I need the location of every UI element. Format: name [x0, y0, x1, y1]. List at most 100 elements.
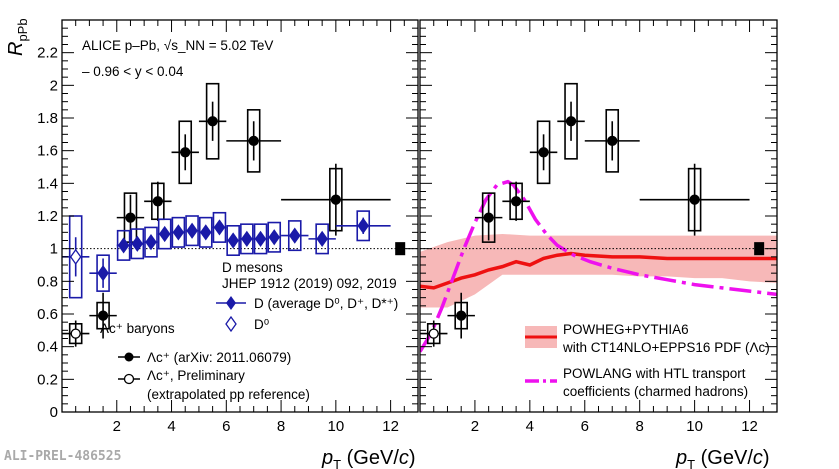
normalization-box-right — [754, 242, 765, 256]
marker — [428, 328, 439, 339]
point-left-s0-6 — [281, 163, 391, 236]
point-left-s2-13 — [281, 220, 309, 252]
x-tick-label-right-3: 8 — [636, 418, 644, 435]
marker — [268, 229, 281, 246]
legend-lc-prelim-label: Λc⁺, Preliminary — [147, 368, 245, 383]
point-left-s2-7 — [198, 216, 213, 248]
marker — [248, 135, 259, 147]
marker — [510, 196, 522, 207]
y-tick-label-7: 1.4 — [37, 175, 58, 192]
marker — [316, 230, 328, 247]
point-left-s2-10 — [240, 223, 254, 255]
point-left-s0-4 — [198, 82, 227, 160]
y-tick-label-8: 1.6 — [37, 143, 58, 160]
marker — [357, 217, 370, 234]
x-tick-label-left-1: 4 — [167, 418, 175, 435]
x-tick-label-right-1: 4 — [526, 418, 534, 435]
marker — [227, 232, 239, 249]
point-left-s2-2 — [130, 228, 145, 260]
legend-lc-prelim-marker — [118, 373, 140, 385]
point-left-s2-14 — [308, 223, 336, 255]
y-axis-label: RpPb — [5, 18, 30, 56]
x-tick-label-left-4: 10 — [328, 418, 345, 435]
x-tick-label-left-3: 8 — [277, 418, 285, 435]
x-tick-label-left-5: 12 — [382, 418, 399, 435]
marker — [145, 234, 157, 251]
marker — [125, 212, 136, 223]
point-right-s0-0 — [447, 292, 475, 339]
legend-d0-label: D⁰ — [254, 317, 270, 332]
marker — [152, 196, 163, 207]
powlang-line — [420, 179, 777, 353]
marker — [131, 235, 144, 252]
point-right-s0-4 — [557, 82, 585, 160]
point-left-s2-9 — [226, 225, 240, 257]
point-left-s2-5 — [171, 216, 186, 248]
x-tick-label-right-5: 12 — [741, 418, 758, 435]
marker — [180, 147, 191, 158]
legend-powheg-sub: with CT14NLO+EPPS16 PDF (Λc) — [562, 340, 770, 355]
point-left-s2-8 — [212, 211, 227, 243]
legend-powheg-label: POWHEG+PYTHIA6 — [563, 322, 689, 337]
marker — [288, 227, 301, 244]
x-tick-label-right-4: 10 — [686, 418, 703, 435]
point-left-s0-0 — [89, 292, 117, 339]
point-left-s0-5 — [226, 109, 282, 173]
marker — [538, 147, 549, 158]
x-axis-label-left: pT (GeV/c) — [321, 447, 416, 469]
x-axis-label-right: pT (GeV/c) — [675, 447, 770, 469]
marker — [483, 212, 494, 223]
marker — [456, 310, 467, 321]
marker — [607, 135, 618, 147]
y-tick-label-4: 0.8 — [37, 273, 58, 290]
legend-powlang-label: POWLANG with HTL transport — [563, 366, 746, 381]
legend-lc-label: Λc⁺ (arXiv: 2011.06079) — [147, 350, 291, 365]
legend-lc-prelim-sub: (extrapolated pp reference) — [147, 387, 310, 402]
y-tick-label-3: 0.6 — [37, 306, 58, 323]
marker — [186, 222, 198, 239]
marker — [158, 225, 171, 243]
point-left-s2-0 — [89, 254, 117, 292]
x-tick-label-right-2: 6 — [581, 418, 589, 435]
y-tick-label-10: 2 — [50, 77, 58, 94]
y-tick-label-9: 1.8 — [37, 110, 58, 127]
normalization-box-left — [395, 242, 406, 256]
marker — [97, 265, 109, 282]
legend-lc-marker — [118, 352, 140, 362]
x-tick-label-left-2: 6 — [222, 418, 230, 435]
point-right-s0-3 — [529, 120, 558, 185]
point-right-s1-0 — [420, 320, 448, 347]
y-tick-label-0: 0 — [50, 404, 58, 421]
point-left-s0-3 — [171, 120, 199, 185]
marker — [254, 230, 267, 247]
marker — [172, 224, 185, 241]
marker — [199, 224, 212, 241]
legend-davg-marker — [216, 296, 246, 310]
y-tick-label-2: 0.4 — [37, 339, 58, 356]
marker — [117, 237, 130, 254]
point-left-s1-0 — [62, 320, 90, 347]
rapidity-label: – 0.96 < y < 0.04 — [82, 64, 184, 79]
legend-d0-marker — [225, 315, 237, 333]
marker — [689, 194, 700, 205]
preliminary-tag: ALI-PREL-486525 — [4, 449, 122, 464]
point-left-s2-1 — [116, 229, 131, 261]
marker — [207, 116, 218, 127]
dmeson-title: D mesons — [222, 260, 283, 275]
point-left-s2-6 — [185, 215, 199, 247]
y-tick-label-5: 1 — [50, 241, 58, 258]
point-right-s0-1 — [474, 192, 503, 243]
point-left-s2-11 — [253, 223, 268, 255]
marker — [241, 230, 253, 247]
point-left-s2-3 — [144, 226, 158, 258]
y-tick-label-1: 0.2 — [37, 371, 58, 388]
point-left-s2-15 — [335, 210, 391, 242]
system-label: ALICE p–Pb, √s_NN = 5.02 TeV — [82, 38, 273, 53]
powheg-central-line — [420, 251, 777, 290]
marker — [70, 328, 81, 339]
point-right-s0-6 — [639, 163, 750, 236]
point-left-s3-0 — [62, 215, 90, 299]
marker — [213, 219, 226, 236]
marker — [69, 248, 82, 265]
